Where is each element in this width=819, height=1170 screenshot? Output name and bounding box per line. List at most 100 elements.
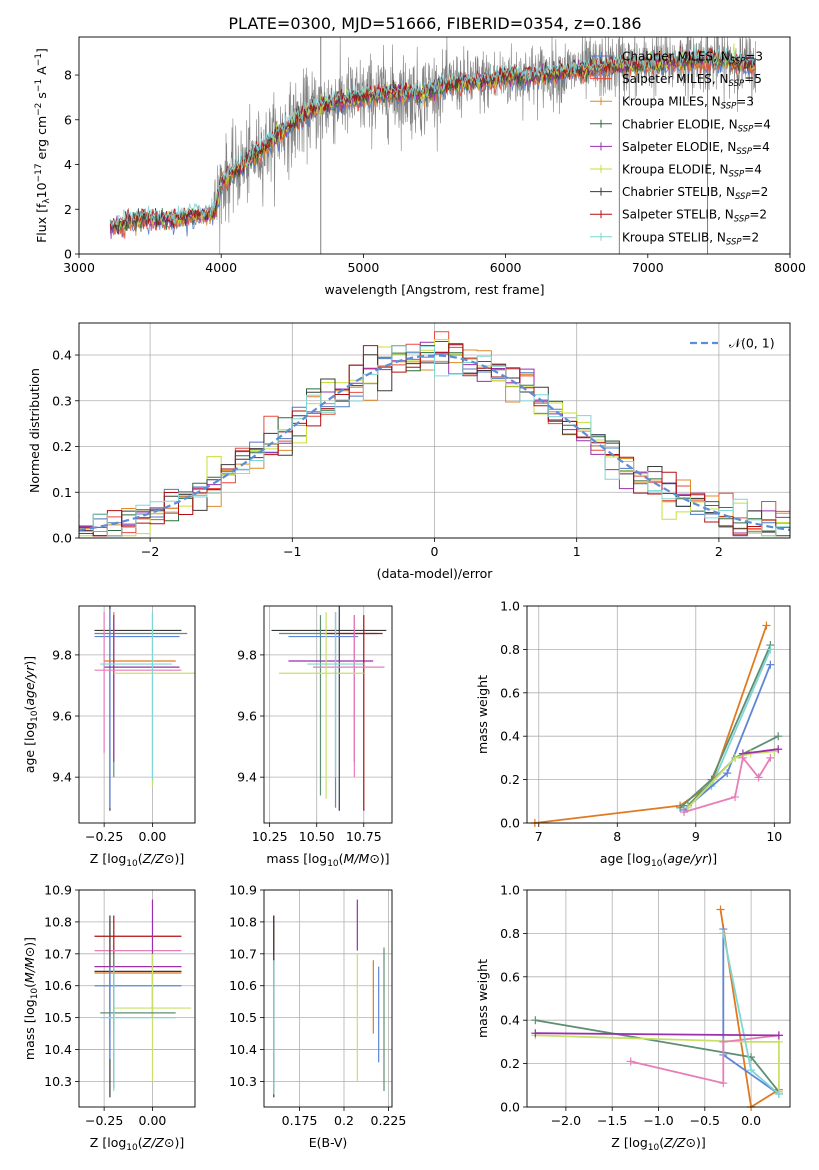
errorbar-plot-area bbox=[94, 899, 192, 1098]
y-axis-label: Normed distribution bbox=[27, 368, 42, 493]
y-tick-label: 9.8 bbox=[52, 647, 72, 662]
mass-weight-vs-age-panel: 7 8 9 10 0.0 0.2 0.4 0.6 0.8 1.0 age [log10(age/yr… bbox=[475, 599, 791, 869]
x-axis-label: Z [log10(Z/Z⊙)] bbox=[90, 1135, 184, 1153]
axes-frame bbox=[526, 605, 791, 824]
y-tick-label: 10.7 bbox=[44, 946, 72, 961]
legend-label-5: Kroupa ELODIE, NSSP=4 bbox=[622, 163, 762, 180]
weight-point bbox=[738, 753, 747, 762]
normal-curve bbox=[79, 354, 790, 532]
weight-point bbox=[719, 1037, 728, 1046]
histogram-step-8 bbox=[79, 345, 790, 537]
x-tick-label: 8 bbox=[613, 829, 621, 844]
x-axis-label: wavelength [Angstrom, rest frame] bbox=[324, 282, 544, 297]
age-vs-mass-panel: 10.25 10.50 10.75 9.4 9.6 9.8 mass [log10(M/M⊙… bbox=[237, 605, 393, 869]
legend-label-0: Chabrier MILES, NSSP=3 bbox=[622, 50, 763, 67]
x-tick-label: 4000 bbox=[205, 260, 237, 275]
legend-label-1: Salpeter MILES, NSSP=5 bbox=[622, 72, 762, 89]
grid bbox=[79, 606, 195, 823]
legend-label-7: Salpeter STELIB, NSSP=2 bbox=[622, 208, 767, 225]
weight-point bbox=[766, 645, 775, 654]
weight-point bbox=[766, 660, 775, 669]
x-axis-label: age [log10(age/yr)] bbox=[600, 851, 717, 869]
y-tick-label: 10.9 bbox=[229, 883, 257, 898]
grid bbox=[264, 889, 392, 1107]
y-tick-label: 0.4 bbox=[52, 348, 72, 363]
x-tick-label: 1 bbox=[573, 544, 581, 559]
y-tick-label: 0.2 bbox=[52, 439, 72, 454]
x-tick-label: 9 bbox=[692, 829, 700, 844]
legend-label-3: Chabrier ELODIE, NSSP=4 bbox=[622, 117, 771, 134]
weight-point bbox=[716, 905, 725, 914]
y-axis-label: mass weight bbox=[475, 959, 490, 1038]
x-tick-label: 2 bbox=[715, 544, 723, 559]
y-tick-label: 0.6 bbox=[500, 685, 520, 700]
y-tick-label: 0.3 bbox=[52, 393, 72, 408]
y-tick-label: 10.7 bbox=[229, 946, 257, 961]
weight-point bbox=[731, 753, 740, 762]
x-axis-label: Z [log10(Z/Z⊙)] bbox=[90, 851, 184, 869]
x-tick-label: 0 bbox=[431, 544, 439, 559]
legend-label: 𝒩(0, 1) bbox=[729, 336, 775, 351]
spectrum-plot-area bbox=[109, 37, 756, 254]
y-tick-label: 9.8 bbox=[237, 647, 257, 662]
x-tick-label: 3000 bbox=[63, 260, 95, 275]
y-tick-label: 10.9 bbox=[44, 883, 72, 898]
axes-frame bbox=[263, 889, 393, 1108]
grid bbox=[527, 605, 790, 824]
weight-point bbox=[531, 1029, 540, 1038]
x-axis-label: Z [log10(Z/Z⊙)] bbox=[611, 1135, 705, 1153]
y-tick-label: 9.4 bbox=[52, 770, 72, 785]
y-tick-label: 2 bbox=[64, 202, 72, 217]
weight-line-0 bbox=[534, 625, 768, 824]
weight-point bbox=[747, 1066, 756, 1075]
age-vs-metallicity-panel: −0.25 0.00 9.4 9.6 9.8 Z [log10(Z/Z⊙)] age [lo… bbox=[22, 605, 196, 869]
x-axis-label: mass [log10(M/M⊙)] bbox=[266, 851, 389, 869]
weight-point bbox=[762, 621, 771, 630]
grid bbox=[79, 889, 195, 1107]
y-tick-label: 0.0 bbox=[52, 531, 72, 546]
weight-point bbox=[774, 1089, 783, 1098]
residuals-plot-area bbox=[79, 331, 790, 537]
y-tick-label: 10.3 bbox=[229, 1074, 257, 1089]
y-axis-label: mass [log10(M/M⊙)] bbox=[22, 937, 40, 1060]
weight-point bbox=[719, 929, 728, 938]
model-line-8 bbox=[109, 44, 756, 227]
x-tick-label: 10.75 bbox=[346, 829, 382, 844]
x-tick-label: −0.5 bbox=[690, 1113, 720, 1128]
x-tick-label: 10.50 bbox=[299, 829, 335, 844]
errorbar-plot-area bbox=[273, 899, 385, 1098]
y-tick-label: 0.8 bbox=[500, 926, 520, 941]
y-tick-label: 8 bbox=[64, 68, 72, 83]
weight-line-2 bbox=[535, 1034, 780, 1092]
y-axis-label: age [log10(age/yr)] bbox=[22, 656, 40, 773]
weight-point bbox=[754, 773, 763, 782]
y-tick-label: 10.6 bbox=[229, 978, 257, 993]
x-tick-label: 10.25 bbox=[252, 829, 288, 844]
legend-label-6: Chabrier STELIB, NSSP=2 bbox=[622, 185, 768, 202]
x-axis-label: (data-model)/error bbox=[377, 566, 494, 581]
y-tick-label: 0.6 bbox=[500, 969, 520, 984]
mass-vs-ebv-panel: 0.175 0.2 0.225 10.3 10.4 10.5 10.6 10.7 10.8 10.… bbox=[229, 883, 406, 1151]
x-tick-label: 0.00 bbox=[139, 829, 167, 844]
y-tick-label: 1.0 bbox=[500, 883, 520, 898]
axes-frame bbox=[78, 605, 196, 824]
weight-line-1 bbox=[679, 644, 772, 809]
weight-point bbox=[731, 792, 740, 801]
y-tick-label: 10.5 bbox=[44, 1010, 72, 1025]
y-tick-label: 10.8 bbox=[44, 914, 72, 929]
x-tick-label: 5000 bbox=[347, 260, 379, 275]
x-tick-label: 7 bbox=[535, 829, 543, 844]
x-tick-label: −2 bbox=[141, 544, 159, 559]
x-axis-label: E(B-V) bbox=[309, 1135, 348, 1150]
weight-point bbox=[766, 753, 775, 762]
axes-frame bbox=[78, 36, 791, 255]
y-tick-label: 10.3 bbox=[44, 1074, 72, 1089]
mass-weight-vs-metallicity-panel: −2.0 −1.5 −1.0 −0.5 0.0 0.0 0.2 0.4 0.6 0.8 1.0 Z [… bbox=[475, 883, 791, 1153]
y-tick-label: 0.0 bbox=[500, 816, 520, 831]
errorbar-plot-area bbox=[94, 606, 195, 811]
x-tick-label: 0.2 bbox=[334, 1113, 354, 1128]
weight-point bbox=[774, 745, 783, 754]
y-axis-label: mass weight bbox=[475, 675, 490, 754]
weight-point bbox=[680, 808, 689, 817]
